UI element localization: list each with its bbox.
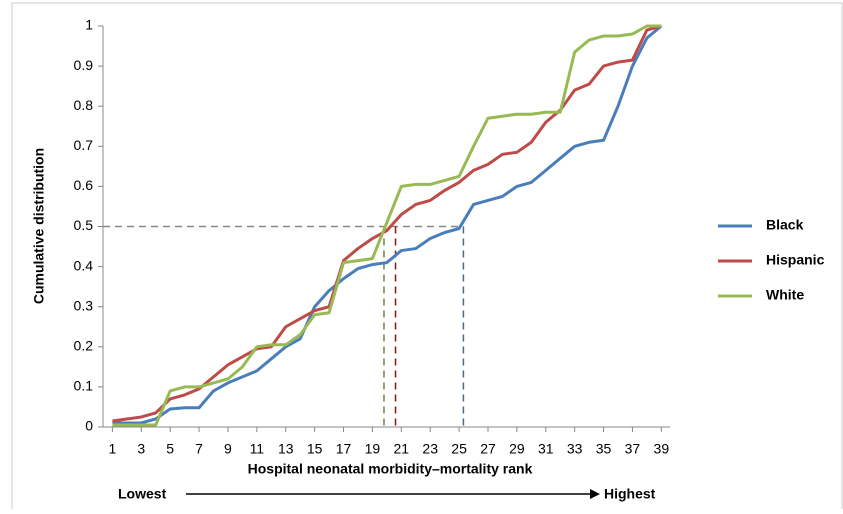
- legend-label: Black: [766, 217, 804, 233]
- x-tick-label: 35: [596, 441, 612, 457]
- x-tick-label: 39: [654, 441, 670, 457]
- x-tick-label: 23: [422, 441, 438, 457]
- x-tick-label: 7: [195, 441, 203, 457]
- legend-label: Hispanic: [766, 252, 825, 268]
- y-tick-label: 0.2: [74, 338, 94, 354]
- x-tick-label: 17: [336, 441, 352, 457]
- x-tick-label: 25: [451, 441, 467, 457]
- y-tick-label: 0.7: [74, 137, 94, 153]
- y-tick-label: 1: [85, 17, 93, 33]
- x-tick-label: 9: [224, 441, 232, 457]
- x-tick-label: 21: [394, 441, 410, 457]
- y-tick-label: 0.6: [74, 177, 94, 193]
- x-tick-label: 27: [480, 441, 496, 457]
- y-tick-label: 0.9: [74, 57, 94, 73]
- x-tick-label: 29: [509, 441, 525, 457]
- y-tick-label: 0.3: [74, 297, 94, 313]
- x-tick-label: 19: [365, 441, 381, 457]
- y-tick-label: 0: [85, 418, 93, 434]
- x-tick-label: 1: [108, 441, 116, 457]
- high-label: Highest: [604, 486, 656, 502]
- legend-label: White: [766, 287, 804, 303]
- x-tick-label: 37: [625, 441, 641, 457]
- x-tick-label: 5: [166, 441, 174, 457]
- series-line: [112, 24, 663, 425]
- x-tick-label: 3: [137, 441, 145, 457]
- y-tick-label: 0.1: [74, 378, 94, 394]
- x-tick-label: 11: [250, 441, 265, 457]
- y-tick-label: 0.8: [74, 97, 94, 113]
- series-line: [112, 24, 662, 427]
- y-tick-label: 0.4: [74, 257, 94, 273]
- arrow-head: [590, 489, 600, 499]
- x-tick-label: 31: [538, 441, 554, 457]
- x-tick-label: 13: [278, 441, 294, 457]
- x-tick-label: 15: [307, 441, 323, 457]
- frame: [11, 2, 843, 514]
- y-axis-title: Cumulative distribution: [31, 148, 47, 304]
- x-tick-label: 33: [567, 441, 583, 457]
- y-tick-label: 0.5: [74, 217, 94, 233]
- x-axis-title: Hospital neonatal morbidity–mortality ra…: [248, 461, 533, 477]
- low-label: Lowest: [118, 486, 167, 502]
